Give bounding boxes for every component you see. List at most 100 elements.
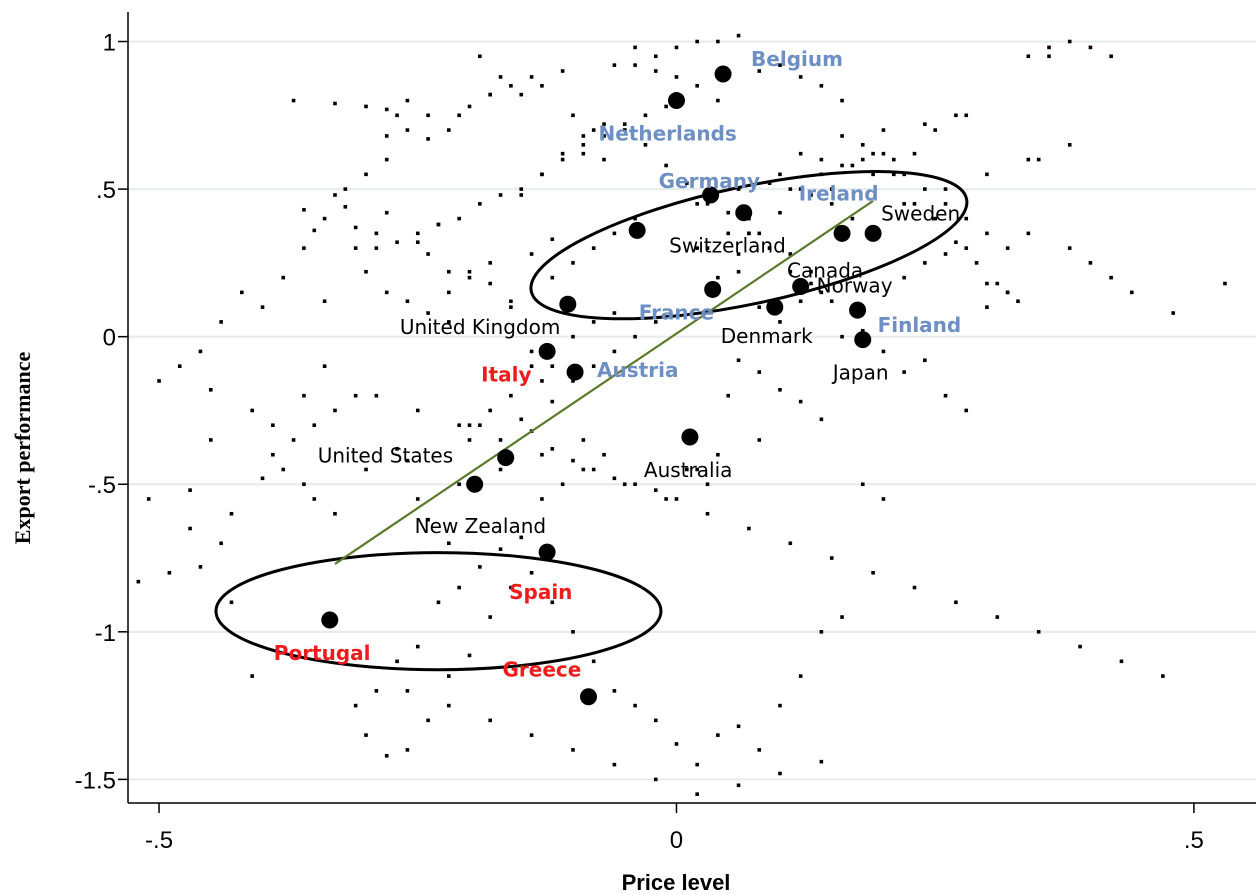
background-point	[871, 172, 875, 177]
background-point	[736, 724, 741, 729]
background-point	[488, 408, 493, 413]
background-point	[933, 128, 937, 132]
background-point	[891, 172, 896, 177]
background-point	[519, 417, 524, 422]
background-points	[136, 33, 1227, 796]
background-point	[447, 128, 451, 132]
background-point	[974, 261, 979, 265]
country-label: Spain	[509, 580, 572, 604]
background-point	[478, 54, 482, 59]
background-point	[384, 753, 389, 758]
background-point	[622, 122, 627, 126]
background-point	[343, 204, 348, 209]
background-point	[726, 210, 731, 215]
background-point	[384, 134, 389, 138]
background-point	[1088, 45, 1093, 50]
background-point	[778, 320, 782, 324]
background-point	[364, 269, 368, 274]
background-point	[488, 615, 493, 619]
background-point	[550, 237, 555, 242]
background-point	[664, 497, 668, 501]
background-point	[281, 467, 286, 472]
background-point	[540, 172, 544, 177]
background-point	[1005, 290, 1010, 295]
country-point	[864, 224, 882, 242]
background-point	[281, 275, 286, 280]
background-point	[716, 98, 720, 103]
background-point	[612, 349, 617, 354]
background-point	[757, 231, 762, 236]
background-point	[943, 393, 948, 398]
background-point	[167, 570, 172, 575]
background-point	[447, 703, 451, 708]
background-point	[809, 281, 813, 286]
background-point	[736, 783, 741, 788]
country-point	[735, 204, 753, 222]
background-point	[985, 172, 989, 177]
x-axis-title: Price level	[622, 870, 731, 895]
background-point	[726, 231, 731, 236]
background-point	[943, 202, 948, 206]
y-tick-label: 1	[103, 30, 116, 57]
background-point	[395, 447, 399, 451]
country-point	[466, 475, 484, 493]
background-point	[840, 134, 844, 138]
background-point	[653, 488, 658, 492]
background-point	[1016, 299, 1020, 304]
background-point	[550, 399, 555, 404]
background-point	[788, 541, 793, 546]
background-point	[643, 113, 648, 118]
background-point	[1109, 275, 1113, 280]
background-point	[457, 113, 461, 118]
background-point	[1036, 157, 1041, 162]
background-point	[229, 600, 234, 605]
background-point	[612, 311, 617, 315]
country-point	[538, 342, 556, 360]
background-point	[591, 128, 596, 132]
background-point	[271, 452, 275, 457]
background-point	[1171, 311, 1176, 315]
fit-line	[334, 199, 874, 565]
country-point	[566, 363, 584, 381]
y-tick-label: -1.5	[75, 767, 116, 794]
background-point	[509, 83, 513, 88]
background-point	[560, 157, 565, 162]
country-label: Portugal	[274, 641, 371, 665]
background-point	[767, 246, 772, 250]
background-point	[809, 193, 813, 197]
country-points	[321, 65, 882, 706]
background-point	[736, 358, 741, 363]
country-label: Greece	[503, 658, 582, 682]
background-point	[695, 246, 699, 250]
background-point	[519, 92, 524, 97]
background-point	[819, 417, 824, 422]
background-point	[405, 98, 410, 103]
country-label: New Zealand	[415, 514, 546, 538]
background-point	[1067, 246, 1072, 250]
background-point	[943, 187, 948, 191]
background-point	[954, 113, 958, 118]
country-point	[833, 224, 851, 242]
background-point	[302, 246, 306, 250]
background-point	[860, 157, 865, 162]
background-point	[322, 364, 327, 368]
background-point	[653, 718, 658, 723]
background-point	[829, 299, 834, 304]
background-point	[581, 467, 586, 472]
background-point	[447, 674, 451, 678]
background-point	[695, 467, 699, 472]
background-point	[829, 187, 834, 191]
background-point	[467, 653, 472, 658]
background-point	[1223, 281, 1227, 286]
background-point	[633, 45, 637, 50]
background-point	[540, 83, 544, 88]
background-point	[591, 246, 596, 250]
background-point	[405, 748, 410, 752]
background-point	[633, 216, 637, 221]
background-point	[571, 113, 575, 118]
background-point	[395, 659, 399, 664]
background-point	[695, 83, 699, 88]
background-point	[374, 689, 379, 693]
background-point	[415, 644, 420, 649]
background-point	[757, 438, 762, 442]
